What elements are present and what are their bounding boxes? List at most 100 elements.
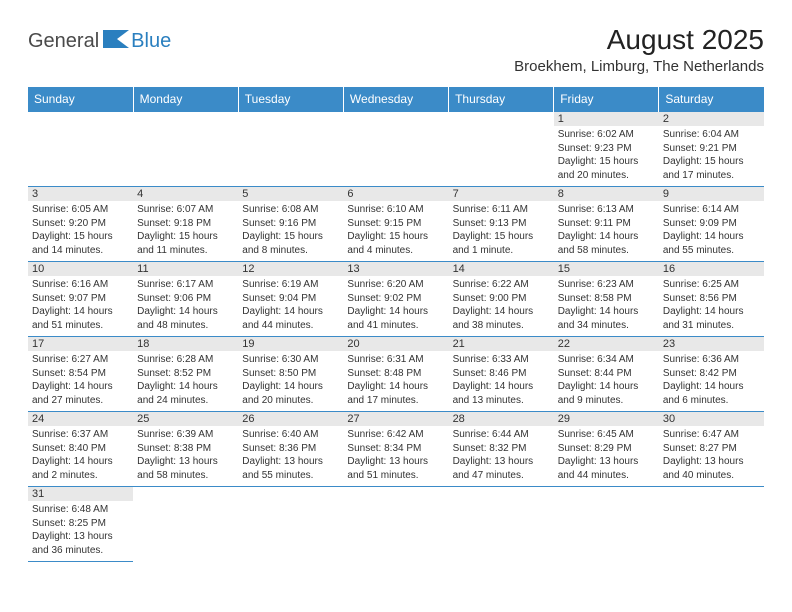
- calendar-day-cell: 13Sunrise: 6:20 AMSunset: 9:02 PMDayligh…: [343, 262, 448, 337]
- day-number: 30: [659, 412, 764, 426]
- day-details: Sunrise: 6:19 AMSunset: 9:04 PMDaylight:…: [242, 278, 339, 332]
- day-details: Sunrise: 6:34 AMSunset: 8:44 PMDaylight:…: [558, 353, 655, 407]
- logo: General Blue: [28, 30, 171, 53]
- day-number: 31: [28, 487, 133, 501]
- day-detail-line: Daylight: 14 hours: [663, 380, 760, 394]
- day-header: Saturday: [659, 87, 764, 112]
- day-detail-line: Sunset: 9:20 PM: [32, 217, 129, 231]
- day-detail-line: Sunrise: 6:27 AM: [32, 353, 129, 367]
- day-detail-line: and 47 minutes.: [453, 469, 550, 483]
- day-number: 24: [28, 412, 133, 426]
- day-detail-line: and 55 minutes.: [663, 244, 760, 258]
- day-detail-line: Sunrise: 6:42 AM: [347, 428, 444, 442]
- day-detail-line: Sunset: 9:13 PM: [453, 217, 550, 231]
- calendar-day-cell: 16Sunrise: 6:25 AMSunset: 8:56 PMDayligh…: [659, 262, 764, 337]
- calendar-week: 17 Sunrise: 6:27 AMSunset: 8:54 PMDayligh…: [28, 337, 764, 412]
- day-number: 21: [449, 337, 554, 351]
- calendar-day-cell: [238, 487, 343, 562]
- calendar-day-cell: 1Sunrise: 6:02 AMSunset: 9:23 PMDaylight…: [554, 112, 659, 187]
- day-detail-line: and 4 minutes.: [347, 244, 444, 258]
- day-details: Sunrise: 6:48 AMSunset: 8:25 PMDaylight:…: [32, 503, 129, 557]
- day-detail-line: Sunrise: 6:17 AM: [137, 278, 234, 292]
- day-header: Thursday: [449, 87, 554, 112]
- day-detail-line: and 8 minutes.: [242, 244, 339, 258]
- day-detail-line: Sunset: 9:15 PM: [347, 217, 444, 231]
- day-detail-line: Daylight: 13 hours: [137, 455, 234, 469]
- day-detail-line: Daylight: 14 hours: [137, 380, 234, 394]
- day-details: Sunrise: 6:04 AMSunset: 9:21 PMDaylight:…: [663, 128, 760, 182]
- day-detail-line: Sunrise: 6:37 AM: [32, 428, 129, 442]
- day-detail-line: Daylight: 15 hours: [347, 230, 444, 244]
- day-detail-line: Daylight: 13 hours: [242, 455, 339, 469]
- calendar-day-cell: 4Sunrise: 6:07 AMSunset: 9:18 PMDaylight…: [133, 187, 238, 262]
- day-number: [238, 487, 343, 501]
- day-detail-line: and 41 minutes.: [347, 319, 444, 333]
- day-detail-line: Daylight: 14 hours: [558, 380, 655, 394]
- calendar-day-cell: 27Sunrise: 6:42 AMSunset: 8:34 PMDayligh…: [343, 412, 448, 487]
- calendar-day-cell: [554, 487, 659, 562]
- calendar-day-cell: 29Sunrise: 6:45 AMSunset: 8:29 PMDayligh…: [554, 412, 659, 487]
- calendar-day-cell: 15Sunrise: 6:23 AMSunset: 8:58 PMDayligh…: [554, 262, 659, 337]
- day-detail-line: and 17 minutes.: [347, 394, 444, 408]
- day-number: 7: [449, 187, 554, 201]
- day-detail-line: Daylight: 15 hours: [663, 155, 760, 169]
- day-detail-line: Sunrise: 6:48 AM: [32, 503, 129, 517]
- day-details: Sunrise: 6:16 AMSunset: 9:07 PMDaylight:…: [32, 278, 129, 332]
- day-details: Sunrise: 6:40 AMSunset: 8:36 PMDaylight:…: [242, 428, 339, 482]
- day-detail-line: Sunrise: 6:25 AM: [663, 278, 760, 292]
- day-details: Sunrise: 6:42 AMSunset: 8:34 PMDaylight:…: [347, 428, 444, 482]
- day-detail-line: Daylight: 15 hours: [242, 230, 339, 244]
- day-detail-line: Sunset: 9:16 PM: [242, 217, 339, 231]
- calendar-day-cell: 5Sunrise: 6:08 AMSunset: 9:16 PMDaylight…: [238, 187, 343, 262]
- day-detail-line: Sunset: 8:42 PM: [663, 367, 760, 381]
- calendar-day-cell: 12Sunrise: 6:19 AMSunset: 9:04 PMDayligh…: [238, 262, 343, 337]
- day-detail-line: Sunrise: 6:22 AM: [453, 278, 550, 292]
- day-detail-line: Sunset: 8:32 PM: [453, 442, 550, 456]
- day-details: Sunrise: 6:28 AMSunset: 8:52 PMDaylight:…: [137, 353, 234, 407]
- day-detail-line: Sunrise: 6:10 AM: [347, 203, 444, 217]
- day-details: Sunrise: 6:33 AMSunset: 8:46 PMDaylight:…: [453, 353, 550, 407]
- calendar-day-cell: 9Sunrise: 6:14 AMSunset: 9:09 PMDaylight…: [659, 187, 764, 262]
- day-detail-line: and 1 minute.: [453, 244, 550, 258]
- day-detail-line: Sunset: 9:07 PM: [32, 292, 129, 306]
- day-detail-line: Daylight: 14 hours: [32, 455, 129, 469]
- day-details: Sunrise: 6:27 AMSunset: 8:54 PMDaylight:…: [32, 353, 129, 407]
- day-detail-line: Sunrise: 6:45 AM: [558, 428, 655, 442]
- day-detail-line: Sunrise: 6:07 AM: [137, 203, 234, 217]
- day-detail-line: Daylight: 13 hours: [453, 455, 550, 469]
- day-detail-line: Daylight: 14 hours: [558, 230, 655, 244]
- day-detail-line: Sunrise: 6:23 AM: [558, 278, 655, 292]
- day-details: Sunrise: 6:36 AMSunset: 8:42 PMDaylight:…: [663, 353, 760, 407]
- day-number: [133, 487, 238, 501]
- day-number: 22: [554, 337, 659, 351]
- calendar-day-cell: [28, 112, 133, 187]
- calendar-day-cell: [133, 112, 238, 187]
- day-number: 25: [133, 412, 238, 426]
- day-detail-line: Daylight: 14 hours: [347, 380, 444, 394]
- day-detail-line: Daylight: 14 hours: [137, 305, 234, 319]
- day-number: 5: [238, 187, 343, 201]
- day-number: 19: [238, 337, 343, 351]
- calendar-day-cell: 23Sunrise: 6:36 AMSunset: 8:42 PMDayligh…: [659, 337, 764, 412]
- day-detail-line: Sunrise: 6:33 AM: [453, 353, 550, 367]
- calendar-week: 24Sunrise: 6:37 AMSunset: 8:40 PMDayligh…: [28, 412, 764, 487]
- calendar-day-cell: 22 Sunrise: 6:34 AMSunset: 8:44 PMDayligh…: [554, 337, 659, 412]
- day-detail-line: Sunset: 9:00 PM: [453, 292, 550, 306]
- day-detail-line: and 27 minutes.: [32, 394, 129, 408]
- day-detail-line: Sunset: 8:29 PM: [558, 442, 655, 456]
- day-detail-line: Sunset: 8:27 PM: [663, 442, 760, 456]
- day-details: Sunrise: 6:13 AMSunset: 9:11 PMDaylight:…: [558, 203, 655, 257]
- day-detail-line: Daylight: 14 hours: [32, 380, 129, 394]
- day-detail-line: Sunset: 8:34 PM: [347, 442, 444, 456]
- day-detail-line: Sunset: 8:48 PM: [347, 367, 444, 381]
- calendar-day-cell: [133, 487, 238, 562]
- day-detail-line: Daylight: 14 hours: [663, 230, 760, 244]
- day-detail-line: Sunrise: 6:13 AM: [558, 203, 655, 217]
- day-detail-line: Sunset: 9:11 PM: [558, 217, 655, 231]
- day-number: [659, 487, 764, 501]
- day-detail-line: and 51 minutes.: [347, 469, 444, 483]
- day-number: 9: [659, 187, 764, 201]
- day-number: 17: [28, 337, 133, 351]
- calendar-day-cell: 6Sunrise: 6:10 AMSunset: 9:15 PMDaylight…: [343, 187, 448, 262]
- day-details: Sunrise: 6:30 AMSunset: 8:50 PMDaylight:…: [242, 353, 339, 407]
